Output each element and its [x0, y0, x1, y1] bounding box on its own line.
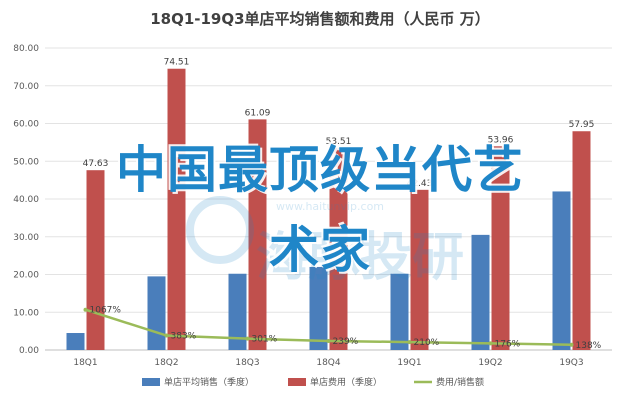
bar — [572, 131, 591, 350]
bar — [147, 276, 166, 350]
legend-label: 单店平均销售（季度） — [164, 376, 254, 388]
bar — [309, 266, 328, 350]
x-tick-label: 18Q4 — [316, 358, 341, 368]
bar-value-label: 57.95 — [569, 120, 595, 130]
bar-value-label: 74.51 — [164, 58, 190, 68]
bar — [248, 119, 267, 350]
x-tick-label: 19Q1 — [397, 358, 421, 368]
x-tick-label: 19Q2 — [478, 358, 502, 368]
y-tick-label: 10.00 — [13, 308, 39, 318]
x-axis: 18Q1 18Q2 18Q3 18Q4 19Q1 19Q2 19Q3 — [73, 358, 583, 368]
legend-swatch — [288, 378, 306, 386]
x-tick-label: 18Q1 — [73, 358, 97, 368]
legend-swatch — [142, 378, 160, 386]
bar-value-label: 47.63 — [83, 159, 109, 169]
bar-value-label: 53.51 — [326, 137, 352, 147]
ratio-line: 1067% 383% 301% 239% 210% 176% 138% — [83, 306, 602, 351]
legend: 单店平均销售（季度） 单店费用（季度） 费用/销售额 — [142, 376, 484, 388]
bar-value-label: 53.96 — [488, 135, 514, 145]
ratio-label: 138% — [576, 341, 602, 351]
y-axis-tick-labels: 0.00 10.00 20.00 30.00 40.00 50.00 60.00 70.00 8… — [13, 44, 39, 356]
bar — [410, 189, 429, 350]
ratio-point — [164, 333, 169, 338]
bar — [491, 146, 510, 350]
chart-title: 18Q1-19Q3单店平均销售额和费用（人民币 万） — [150, 10, 490, 28]
y-tick-label: 20.00 — [13, 271, 39, 281]
bar-value-labels: 47.63 74.51 61.09 53.51 42.43 53.96 57.95 — [83, 58, 595, 189]
bar — [471, 234, 490, 350]
bar — [228, 273, 247, 350]
bar-value-label: 61.09 — [245, 108, 271, 118]
bar — [329, 147, 348, 350]
y-tick-label: 60.00 — [13, 120, 39, 130]
gridlines — [45, 47, 612, 351]
ratio-label: 301% — [252, 335, 278, 345]
y-tick-label: 80.00 — [13, 44, 39, 54]
bar — [66, 333, 85, 350]
watermark-logo: www.haitunvip.com 海豚投研 — [186, 196, 464, 288]
x-tick-label: 19Q3 — [559, 358, 583, 368]
bar — [552, 191, 571, 350]
y-tick-label: 40.00 — [13, 195, 39, 205]
legend-label: 费用/销售额 — [436, 376, 484, 388]
bar — [86, 170, 105, 350]
y-tick-label: 30.00 — [13, 233, 39, 243]
bar-value-label: 42.43 — [407, 179, 433, 189]
ratio-point — [407, 340, 412, 345]
ratio-point — [569, 342, 574, 347]
overlay-headline-line-1: 中国最顶级当代艺 — [116, 141, 524, 199]
y-tick-label: 50.00 — [13, 157, 39, 167]
bars — [66, 68, 591, 351]
watermark-url: www.haitunvip.com — [276, 200, 384, 213]
legend-label: 单店费用（季度） — [310, 376, 382, 388]
ratio-point — [83, 307, 88, 312]
y-tick-label: 70.00 — [13, 82, 39, 92]
ratio-point — [245, 336, 250, 341]
y-tick-label: 0.00 — [19, 346, 39, 356]
ratio-label: 1067% — [90, 306, 122, 316]
ratio-label: 383% — [171, 332, 197, 342]
bar — [167, 68, 186, 351]
ratio-point — [488, 341, 493, 346]
ratio-label: 176% — [495, 339, 521, 349]
ratio-label: 239% — [333, 337, 359, 347]
ratio-point — [326, 338, 331, 343]
x-tick-label: 18Q2 — [154, 358, 178, 368]
watermark-logo-text: 海豚投研 — [256, 228, 464, 288]
x-tick-label: 18Q3 — [235, 358, 259, 368]
overlay-headline-line-2: 术家 — [269, 221, 371, 279]
ratio-label: 210% — [414, 338, 440, 348]
bar — [390, 273, 409, 350]
